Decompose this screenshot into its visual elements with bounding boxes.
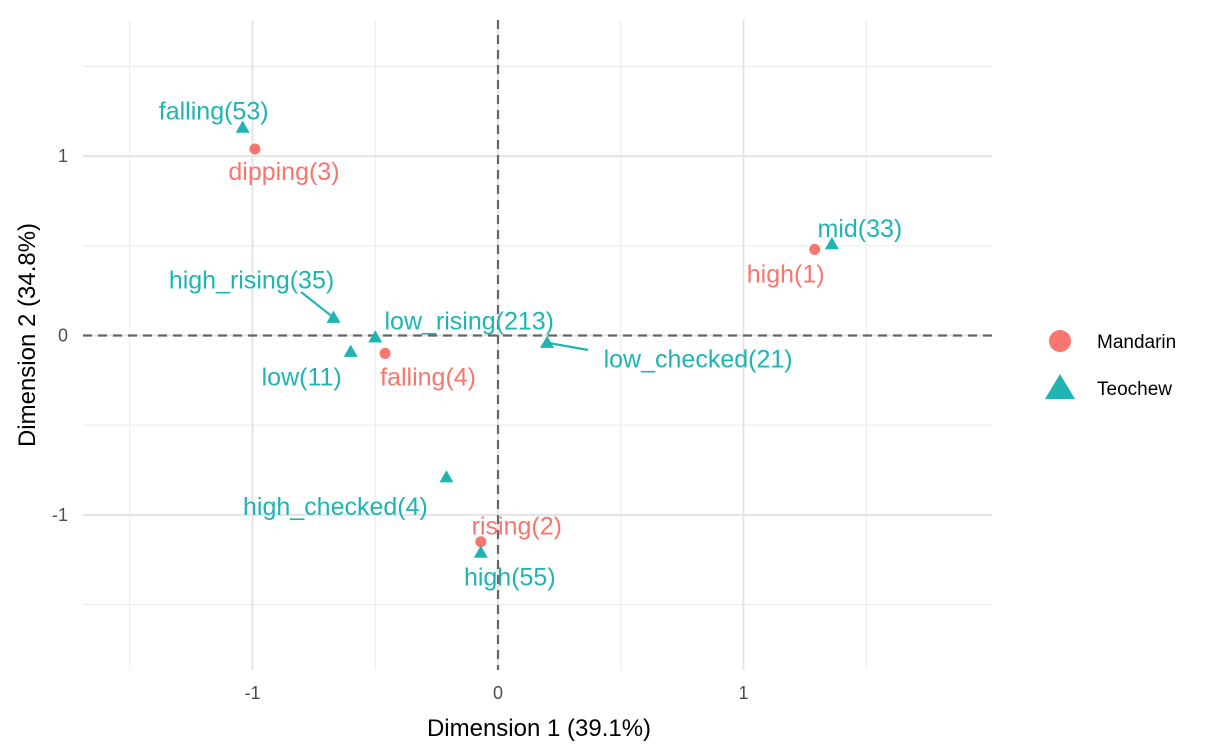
- legend-key-mandarin: [1049, 330, 1071, 352]
- label-teochew-low-rising-213: low_rising(213): [384, 307, 554, 335]
- y-tick-label: 0: [58, 326, 68, 346]
- point-teochew-high-rising-35: [326, 310, 341, 323]
- x-tick-label: -1: [244, 683, 260, 703]
- point-teochew-low-rising-213: [368, 330, 383, 343]
- legend: Mandarin Teochew: [1045, 330, 1176, 400]
- label-teochew-high-rising-35: high_rising(35): [169, 267, 334, 295]
- x-tick-label: 0: [493, 683, 503, 703]
- point-teochew-low-checked-21: [540, 335, 555, 348]
- label-teochew-low-11: low(11): [262, 364, 342, 392]
- point-teochew-falling-53: [235, 120, 250, 133]
- point-teochew-high-checked-4: [439, 470, 454, 483]
- label-mandarin-falling-4: falling(4): [380, 363, 476, 391]
- y-tick-label: 1: [58, 146, 68, 166]
- label-teochew-falling-53: falling(53): [159, 98, 269, 126]
- point-mandarin-falling-4: [379, 347, 391, 359]
- minor-gridlines: [83, 20, 992, 670]
- label-mandarin-rising-2: rising(2): [472, 513, 562, 541]
- label-mandarin-dipping-3: dipping(3): [228, 158, 339, 186]
- leader-line-low-checked-21: [546, 341, 589, 352]
- point-mandarin-dipping-3: [249, 143, 261, 155]
- reference-lines: [83, 20, 992, 670]
- legend-label-teochew: Teochew: [1097, 379, 1172, 400]
- point-labels: dipping(3) high(1) falling(4) rising(2) fall…: [159, 98, 902, 592]
- point-teochew-high-55: [473, 545, 488, 558]
- label-mandarin-high-1: high(1): [747, 260, 825, 288]
- leader-line-high-rising-35: [300, 291, 335, 319]
- point-teochew-mid-33: [824, 237, 839, 250]
- point-teochew-low-11: [343, 344, 358, 357]
- label-teochew-high-checked-4: high_checked(4): [243, 493, 428, 521]
- tick-labels: -1 0 1 1 0 -1: [52, 146, 749, 703]
- point-mandarin-high-1: [809, 243, 821, 255]
- legend-label-mandarin: Mandarin: [1097, 332, 1176, 353]
- x-tick-label: 1: [738, 683, 748, 703]
- label-teochew-low-checked-21: low_checked(21): [604, 346, 793, 374]
- legend-key-teochew: [1045, 374, 1075, 399]
- label-teochew-mid-33: mid(33): [818, 215, 903, 243]
- label-leader-lines: [300, 291, 589, 352]
- label-teochew-high-55: high(55): [464, 563, 556, 591]
- x-axis-title: Dimension 1 (39.1%): [427, 715, 651, 742]
- point-mandarin-rising-2: [475, 536, 487, 548]
- y-tick-label: -1: [52, 505, 68, 525]
- y-axis-title: Dimension 2 (34.8%): [14, 223, 41, 447]
- data-points: [235, 120, 839, 558]
